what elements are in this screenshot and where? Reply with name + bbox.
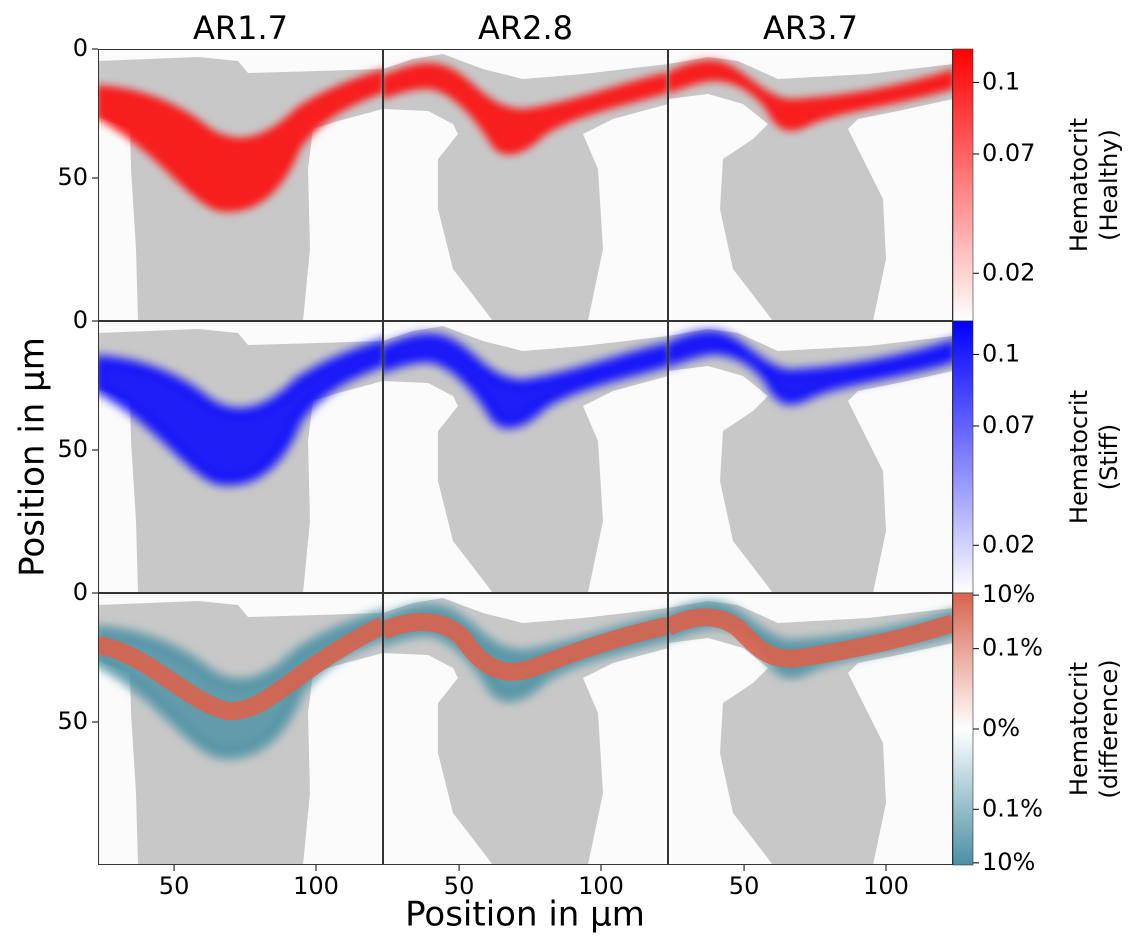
colorbar — [952, 48, 974, 322]
y-tick-label: 50 — [57, 163, 88, 191]
y-tick-label: 50 — [57, 707, 88, 735]
colorbar-label: (difference) — [1095, 659, 1123, 798]
y-tick-label: 50 — [57, 435, 88, 463]
colorbar-tick-label: 0.02 — [982, 258, 1035, 286]
x-tick-label: 50 — [729, 872, 760, 900]
column-title: AR1.7 — [193, 9, 288, 47]
panel-frame — [98, 321, 383, 593]
colorbar-label: (Healthy) — [1095, 129, 1123, 241]
colorbar-tick-label: 0.1% — [982, 634, 1043, 662]
panel-frame — [98, 593, 383, 865]
colorbar-tick-label: 0.07 — [982, 411, 1035, 439]
colorbar-tick-label: 10% — [982, 848, 1035, 876]
colorbar — [952, 592, 974, 866]
colorbar-tick-label: 0.02 — [982, 530, 1035, 558]
panel-frame — [383, 49, 668, 321]
panel — [383, 49, 668, 321]
x-axis-label: Position in μm — [405, 895, 645, 935]
panel-frame — [668, 321, 953, 593]
colorbar-label: Hematocrit — [1065, 662, 1093, 796]
colorbar-label: Hematocrit — [1065, 118, 1093, 252]
colorbar-tick-label: 0.1% — [982, 794, 1043, 822]
colorbar-tick-label: 0% — [982, 714, 1020, 742]
colorbar-tick-label: 0.1 — [982, 339, 1020, 367]
panel-frame — [98, 49, 383, 321]
panel — [668, 49, 953, 321]
panel — [383, 321, 668, 593]
x-tick-label: 100 — [293, 872, 339, 900]
panel — [668, 321, 953, 593]
colorbar-tick-label: 0.07 — [982, 139, 1035, 167]
panel-frame — [668, 593, 953, 865]
panel-frame — [383, 321, 668, 593]
colorbar-label: (Stiff) — [1095, 424, 1123, 491]
y-tick-label: 0 — [73, 34, 88, 62]
y-axis-label: Position in μm — [13, 337, 53, 577]
panel — [98, 593, 383, 865]
panel — [98, 49, 383, 321]
x-tick-label: 100 — [578, 872, 624, 900]
colorbar-tick-label: 0.1 — [982, 67, 1020, 95]
panel — [98, 321, 383, 593]
x-tick-label: 50 — [159, 872, 190, 900]
column-title: AR3.7 — [763, 9, 858, 47]
panel — [668, 593, 953, 865]
column-title: AR2.8 — [478, 9, 573, 47]
colorbar-label: Hematocrit — [1065, 390, 1093, 524]
panel — [383, 593, 668, 865]
y-tick-label: 0 — [73, 578, 88, 606]
x-tick-label: 50 — [444, 872, 475, 900]
colorbar-tick-label: 10% — [982, 580, 1035, 608]
y-tick-label: 0 — [73, 306, 88, 334]
panel-frame — [668, 49, 953, 321]
panel-frame — [383, 593, 668, 865]
colorbar — [952, 320, 974, 594]
x-tick-label: 100 — [863, 872, 909, 900]
